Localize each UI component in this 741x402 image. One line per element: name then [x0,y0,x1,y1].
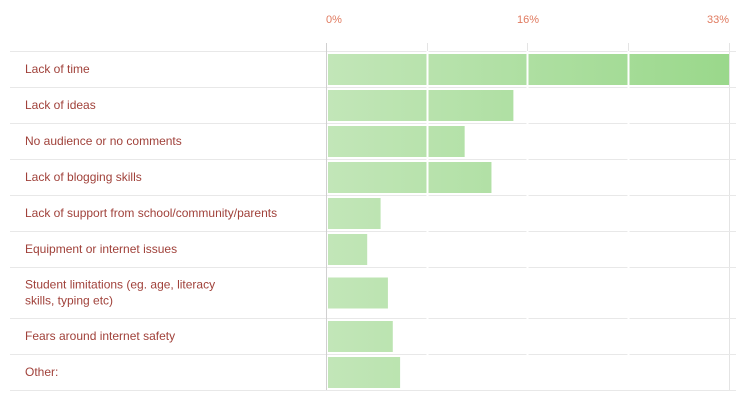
category-label-4: Lack of support from school/community/pa… [25,206,277,220]
bar-5 [328,234,368,265]
bar-3 [328,162,492,193]
x-axis-ticks: 0% 16% 33% [326,14,729,26]
category-label-7: Fears around internet safety [25,329,175,343]
bar-8 [328,357,401,388]
bar-6 [328,277,388,309]
bar-2 [328,126,465,157]
category-label-2: No audience or no comments [25,134,182,148]
category-labels: Lack of time Lack of ideas No audience or … [25,62,277,379]
category-label-8: Other: [25,365,58,379]
category-label-5: Equipment or internet issues [25,242,177,256]
bars [328,51,729,390]
x-tick-label-1: 16% [517,14,539,26]
bar-1 [328,90,514,121]
category-label-3: Lack of blogging skills [25,170,142,184]
category-label-6: Student limitations (eg. age, literacy sk… [25,278,215,308]
x-tick-label-0: 0% [326,14,342,26]
bar-4 [328,198,381,229]
category-label-0: Lack of time [25,62,90,76]
bar-7 [328,321,393,352]
x-tick-label-2: 33% [707,14,729,26]
row-separators [10,51,736,391]
category-label-1: Lack of ideas [25,98,96,112]
